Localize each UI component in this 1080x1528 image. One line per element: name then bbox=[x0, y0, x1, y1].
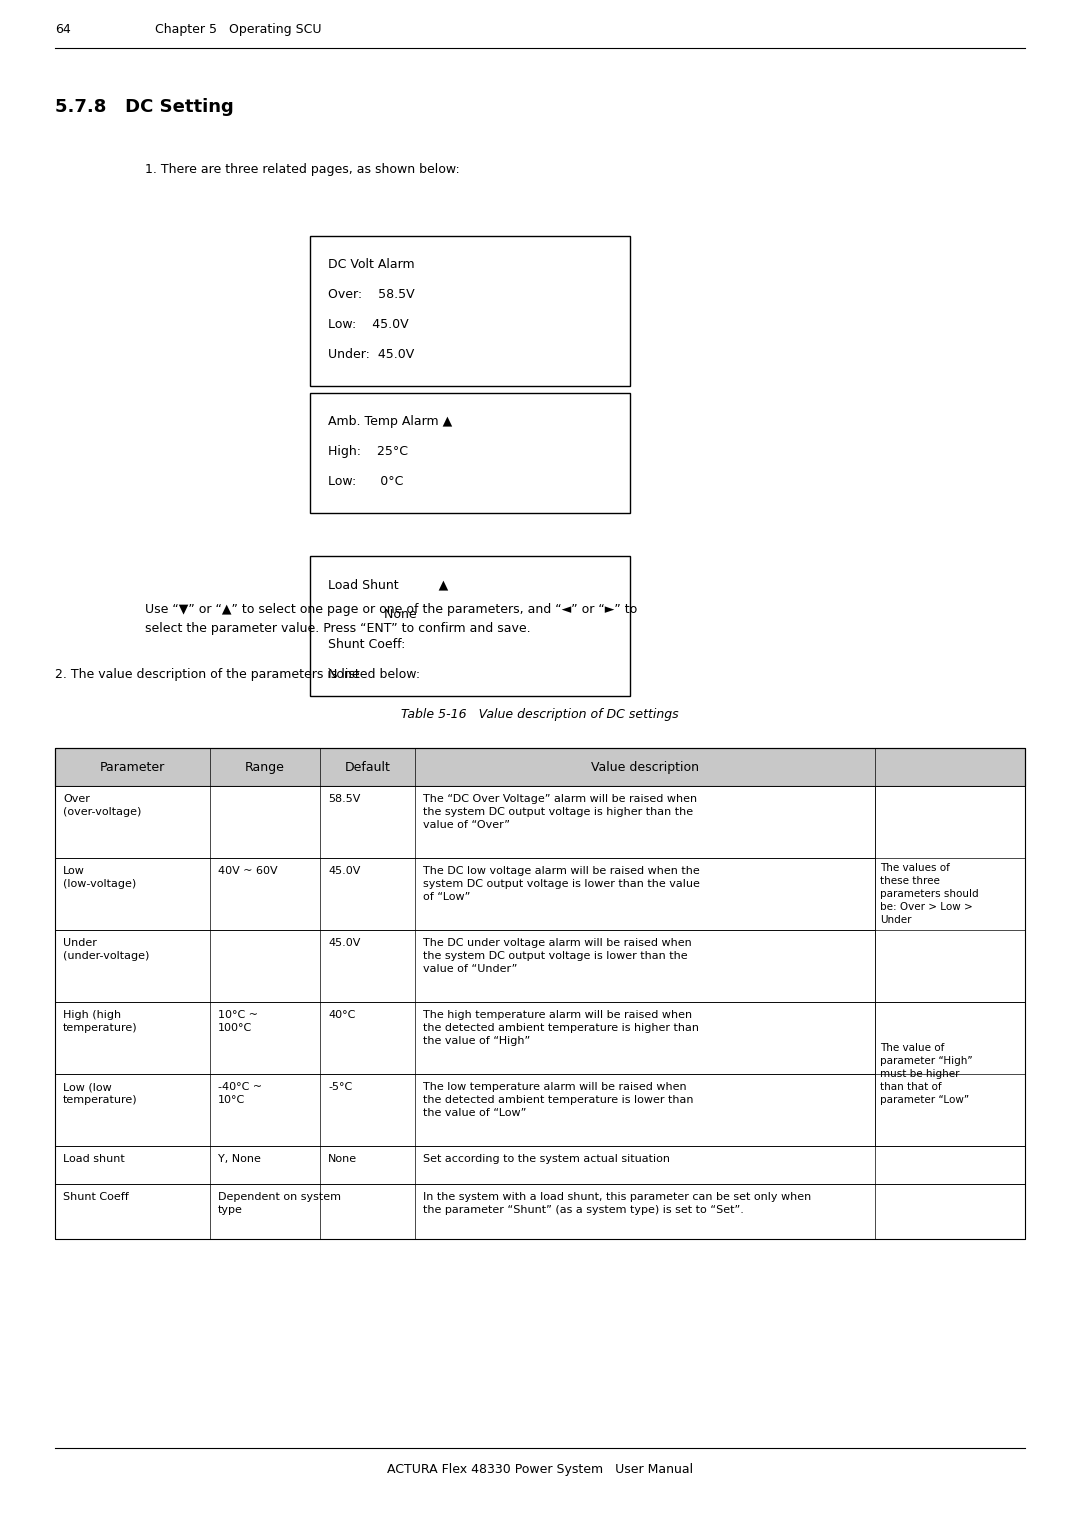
Text: 2. The value description of the parameters is listed below:: 2. The value description of the paramete… bbox=[55, 668, 420, 681]
Text: Load Shunt          ▲: Load Shunt ▲ bbox=[328, 578, 448, 591]
Text: 64: 64 bbox=[55, 23, 71, 37]
Text: The DC low voltage alarm will be raised when the
system DC output voltage is low: The DC low voltage alarm will be raised … bbox=[423, 866, 700, 903]
Text: Load shunt: Load shunt bbox=[63, 1154, 125, 1164]
Text: Amb. Temp Alarm ▲: Amb. Temp Alarm ▲ bbox=[328, 416, 453, 428]
Text: Under:  45.0V: Under: 45.0V bbox=[328, 348, 415, 361]
Text: DC Volt Alarm: DC Volt Alarm bbox=[328, 258, 415, 270]
FancyBboxPatch shape bbox=[875, 785, 1025, 1002]
Text: High:    25°C: High: 25°C bbox=[328, 445, 408, 458]
Text: 1. There are three related pages, as shown below:: 1. There are three related pages, as sho… bbox=[145, 163, 460, 176]
Text: 45.0V: 45.0V bbox=[328, 938, 361, 947]
FancyBboxPatch shape bbox=[875, 1002, 1025, 1146]
Text: Low
(low-voltage): Low (low-voltage) bbox=[63, 866, 136, 889]
Text: Parameter: Parameter bbox=[99, 761, 165, 773]
FancyBboxPatch shape bbox=[55, 1074, 1025, 1146]
Text: The “DC Over Voltage” alarm will be raised when
the system DC output voltage is : The “DC Over Voltage” alarm will be rais… bbox=[423, 795, 697, 830]
FancyBboxPatch shape bbox=[55, 931, 1025, 1002]
Text: ACTURA Flex 48330 Power System   User Manual: ACTURA Flex 48330 Power System User Manu… bbox=[387, 1462, 693, 1476]
Text: Over:    58.5V: Over: 58.5V bbox=[328, 287, 415, 301]
Text: Low:      0°C: Low: 0°C bbox=[328, 475, 403, 487]
Text: The low temperature alarm will be raised when
the detected ambient temperature i: The low temperature alarm will be raised… bbox=[423, 1082, 693, 1118]
Text: Shunt Coeff:: Shunt Coeff: bbox=[328, 639, 405, 651]
FancyBboxPatch shape bbox=[310, 556, 630, 695]
Text: Over
(over-voltage): Over (over-voltage) bbox=[63, 795, 141, 817]
Text: Low:    45.0V: Low: 45.0V bbox=[328, 318, 408, 332]
Text: None: None bbox=[328, 668, 361, 681]
Text: Low (low
temperature): Low (low temperature) bbox=[63, 1082, 137, 1105]
Text: Range: Range bbox=[245, 761, 285, 773]
Text: Shunt Coeff: Shunt Coeff bbox=[63, 1192, 129, 1203]
Text: 5.7.8   DC Setting: 5.7.8 DC Setting bbox=[55, 98, 233, 116]
Text: None: None bbox=[328, 608, 417, 620]
Text: Value description: Value description bbox=[591, 761, 699, 773]
Text: -5°C: -5°C bbox=[328, 1082, 352, 1093]
Text: Under
(under-voltage): Under (under-voltage) bbox=[63, 938, 149, 961]
Text: The values of
these three
parameters should
be: Over > Low >
Under: The values of these three parameters sho… bbox=[880, 863, 978, 926]
FancyBboxPatch shape bbox=[310, 235, 630, 387]
Text: Dependent on system
type: Dependent on system type bbox=[218, 1192, 341, 1215]
FancyBboxPatch shape bbox=[55, 1146, 1025, 1184]
Text: Default: Default bbox=[345, 761, 391, 773]
Text: The DC under voltage alarm will be raised when
the system DC output voltage is l: The DC under voltage alarm will be raise… bbox=[423, 938, 692, 975]
Text: 45.0V: 45.0V bbox=[328, 866, 361, 876]
FancyBboxPatch shape bbox=[55, 785, 1025, 859]
FancyBboxPatch shape bbox=[55, 1002, 1025, 1074]
Text: 40°C: 40°C bbox=[328, 1010, 355, 1021]
Text: Table 5-16   Value description of DC settings: Table 5-16 Value description of DC setti… bbox=[401, 707, 679, 721]
Text: High (high
temperature): High (high temperature) bbox=[63, 1010, 137, 1033]
Text: -40°C ~
10°C: -40°C ~ 10°C bbox=[218, 1082, 262, 1105]
Text: None: None bbox=[328, 1154, 357, 1164]
Text: Use “▼” or “▲” to select one page or one of the parameters, and “◄” or “►” to
se: Use “▼” or “▲” to select one page or one… bbox=[145, 604, 637, 636]
Text: Y, None: Y, None bbox=[218, 1154, 261, 1164]
Text: Set according to the system actual situation: Set according to the system actual situa… bbox=[423, 1154, 670, 1164]
Text: In the system with a load shunt, this parameter can be set only when
the paramet: In the system with a load shunt, this pa… bbox=[423, 1192, 811, 1215]
Text: The high temperature alarm will be raised when
the detected ambient temperature : The high temperature alarm will be raise… bbox=[423, 1010, 699, 1047]
Text: 58.5V: 58.5V bbox=[328, 795, 361, 804]
Text: 40V ~ 60V: 40V ~ 60V bbox=[218, 866, 278, 876]
FancyBboxPatch shape bbox=[55, 749, 1025, 785]
FancyBboxPatch shape bbox=[55, 1184, 1025, 1239]
Text: 10°C ~
100°C: 10°C ~ 100°C bbox=[218, 1010, 258, 1033]
FancyBboxPatch shape bbox=[55, 859, 1025, 931]
Text: Chapter 5   Operating SCU: Chapter 5 Operating SCU bbox=[156, 23, 322, 37]
Text: The value of
parameter “High”
must be higher
than that of
parameter “Low”: The value of parameter “High” must be hi… bbox=[880, 1042, 973, 1105]
FancyBboxPatch shape bbox=[310, 393, 630, 513]
